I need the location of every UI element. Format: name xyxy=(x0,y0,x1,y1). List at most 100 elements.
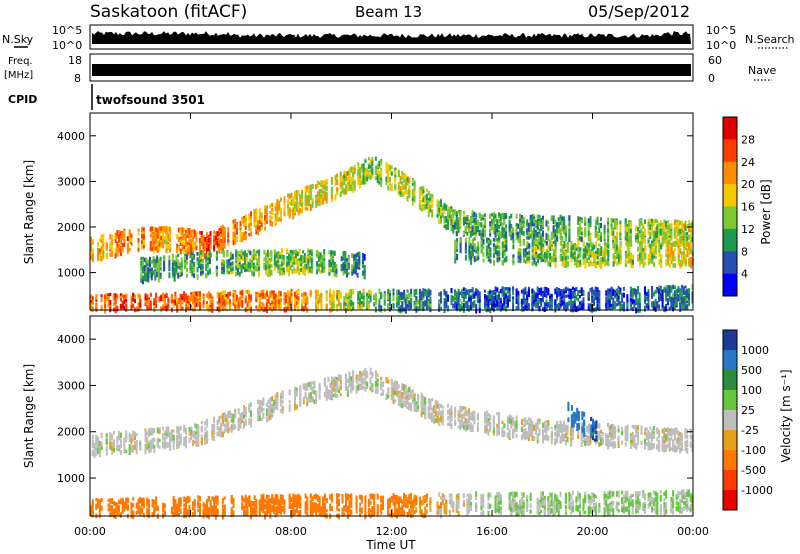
power-cell xyxy=(134,294,136,300)
power-cell xyxy=(183,245,186,249)
power-cell xyxy=(366,292,369,298)
power-cell xyxy=(578,236,581,241)
power-cell xyxy=(473,300,476,305)
power-cell xyxy=(410,303,413,310)
power-cell xyxy=(336,297,339,301)
power-cell xyxy=(575,295,578,301)
power-cell xyxy=(109,299,112,306)
power-cell xyxy=(608,294,611,300)
power-cell xyxy=(468,225,471,231)
power-cell xyxy=(294,190,296,196)
power-cell xyxy=(517,238,520,243)
power-cell xyxy=(422,291,425,298)
power-cell xyxy=(531,255,534,261)
power-cell xyxy=(346,298,349,304)
power-cell xyxy=(452,219,455,225)
power-cell xyxy=(392,296,395,302)
power-cell xyxy=(598,258,601,264)
power-cell xyxy=(294,208,296,214)
power-cell xyxy=(531,250,534,254)
power-cell xyxy=(663,219,666,224)
power-cell xyxy=(672,241,675,246)
power-cell xyxy=(456,256,459,261)
power-cell xyxy=(563,216,566,223)
power-cell xyxy=(301,203,304,208)
power-cell xyxy=(578,295,581,299)
power-cell xyxy=(220,233,223,238)
power-cell xyxy=(476,293,479,298)
power-cell xyxy=(512,242,515,246)
power-cell xyxy=(221,306,224,312)
power-cell xyxy=(628,234,631,240)
power-cell xyxy=(111,251,114,257)
power-cell xyxy=(491,219,493,223)
power-cell xyxy=(403,297,406,303)
power-cell xyxy=(411,196,414,202)
power-cell xyxy=(524,251,527,258)
power-cell xyxy=(248,216,251,222)
power-cell xyxy=(680,235,683,242)
power-cell xyxy=(683,251,685,256)
power-cell xyxy=(192,244,194,248)
power-cell xyxy=(139,303,142,308)
power-cell xyxy=(498,250,501,256)
power-cell xyxy=(339,291,342,297)
power-cell xyxy=(325,178,328,183)
power-cell xyxy=(318,194,321,201)
power-cell xyxy=(199,246,201,252)
power-cell xyxy=(584,258,587,264)
power-cell xyxy=(533,230,536,236)
power-cell xyxy=(628,241,631,246)
power-cell xyxy=(629,301,632,305)
power-cell xyxy=(547,227,550,232)
power-cell xyxy=(670,232,673,237)
power-cell xyxy=(223,243,226,249)
power-cell xyxy=(563,221,566,227)
power-cell xyxy=(447,224,449,230)
power-cell xyxy=(403,177,406,183)
power-cell xyxy=(418,301,421,308)
power-cell xyxy=(661,228,664,234)
power-cell xyxy=(199,302,201,308)
power-cell xyxy=(246,303,249,308)
power-cell xyxy=(185,241,187,247)
power-cell xyxy=(668,250,671,255)
power-cell xyxy=(545,301,548,307)
power-cell xyxy=(649,243,652,249)
power-cell xyxy=(531,243,534,249)
power-cell xyxy=(322,200,325,205)
power-cell xyxy=(244,298,247,304)
power-cell xyxy=(679,232,682,237)
power-cell xyxy=(454,239,457,246)
power-cell xyxy=(493,243,495,247)
power-cell xyxy=(415,291,418,295)
power-cell xyxy=(610,303,613,309)
power-cell xyxy=(290,192,293,198)
power-cell xyxy=(689,235,692,241)
power-cell xyxy=(580,287,583,292)
power-cell xyxy=(397,295,400,299)
power-cell xyxy=(425,203,428,209)
power-cell xyxy=(540,226,543,230)
power-cell xyxy=(505,294,508,299)
power-cell xyxy=(473,256,476,260)
power-cell xyxy=(119,239,122,244)
power-cell xyxy=(441,212,444,217)
power-cell xyxy=(498,233,500,239)
power-cell xyxy=(172,303,175,308)
power-cell xyxy=(469,296,472,301)
freq-tick-bottom: 8 xyxy=(74,72,81,85)
power-cell xyxy=(91,257,94,263)
power-cell xyxy=(462,303,465,309)
power-cell xyxy=(248,298,251,304)
power-cell xyxy=(517,223,520,229)
power-cell xyxy=(408,190,411,197)
power-cell xyxy=(526,228,529,233)
power-cell xyxy=(397,306,400,313)
power-cell xyxy=(484,289,486,293)
power-cell xyxy=(536,214,539,219)
power-cell xyxy=(283,207,286,214)
power-cell xyxy=(359,290,362,297)
power-cell xyxy=(387,170,390,176)
power-cell xyxy=(452,213,455,219)
